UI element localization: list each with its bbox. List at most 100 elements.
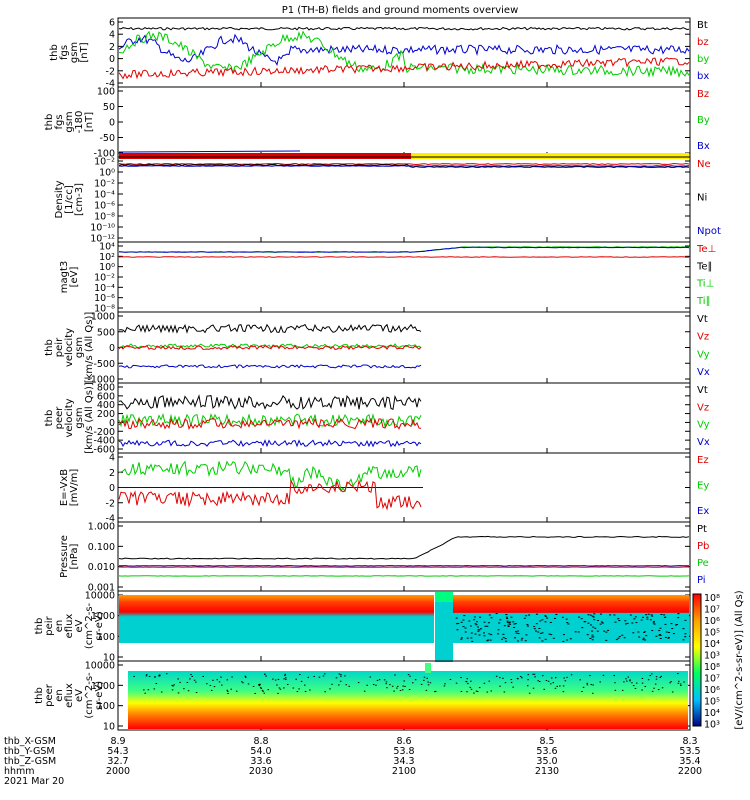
spectrogram-pixel <box>541 632 544 634</box>
legend-entry: Te⊥ <box>696 244 716 255</box>
spectrogram-pixel <box>655 635 658 637</box>
spectrogram-pixel <box>539 620 542 622</box>
legend-entry: Ti∥ <box>696 296 711 307</box>
spectrogram-pixel <box>651 615 654 617</box>
spectrogram-pixel <box>562 640 565 642</box>
colorbar-tick: 10⁵ <box>704 697 720 708</box>
spectrogram-pixel <box>638 636 641 638</box>
spectrogram-pixel <box>209 684 212 686</box>
spectrogram-pixel <box>665 631 668 633</box>
spectrogram-pixel <box>599 613 602 615</box>
spectrogram-pixel <box>490 617 493 619</box>
spectrogram-pixel <box>171 684 173 686</box>
y-axis-label: [cm-3] <box>74 183 85 216</box>
spectrogram-pixel <box>524 640 527 642</box>
y-tick-label: 10000 <box>85 661 115 672</box>
y-axis-label: sr-eV) <box>94 611 105 640</box>
y-axis-label: gsm <box>64 111 75 132</box>
spectrogram-pixel <box>682 628 685 630</box>
x-axis-value: 2030 <box>249 766 273 777</box>
spectrogram-pixel <box>651 673 653 675</box>
spectrogram-pixel <box>462 626 465 628</box>
y-axis-label: magt3 <box>59 261 70 294</box>
y-tick-label: 10⁻⁴ <box>94 190 115 201</box>
spectrogram-pixel <box>651 690 654 692</box>
spectrogram-pixel <box>267 689 270 691</box>
legend-entry: Vx <box>697 437 710 448</box>
legend-entry: Vx <box>697 367 710 378</box>
legend-entry: Vz <box>697 332 709 343</box>
region-bar-red-2 <box>294 153 411 159</box>
spectrogram-pixel <box>506 620 509 622</box>
y-axis-label: Pressure <box>59 535 70 578</box>
spectrogram-pixel <box>512 621 515 623</box>
spectrogram-pixel <box>677 682 680 684</box>
spectrogram-pixel <box>553 617 556 619</box>
spectrogram-pixel <box>369 676 372 678</box>
spectrogram-pixel <box>651 630 654 632</box>
spectrogram-pixel <box>193 679 196 681</box>
spectrogram-pixel <box>399 689 402 691</box>
spectrogram-pixel <box>218 681 221 683</box>
spectrogram-pixel <box>542 675 544 677</box>
spectrogram-pixel <box>158 675 161 677</box>
spectrogram-pixel <box>645 614 648 616</box>
spectrogram-pixel <box>670 623 673 625</box>
spectrogram-pixel <box>474 623 477 625</box>
spectrogram-pixel <box>375 684 377 686</box>
series-Vz <box>118 344 422 351</box>
spectrogram-pixel <box>517 633 520 635</box>
spectrogram-pixel <box>581 627 584 629</box>
spectrogram-pixel <box>594 627 597 629</box>
spectrogram-pixel <box>525 634 528 636</box>
spectrogram-pixel <box>631 622 634 624</box>
x-axis-value: 53.6 <box>536 746 557 757</box>
spectrogram-region <box>128 671 688 729</box>
series-by <box>118 30 690 79</box>
y-tick-label: -1000 <box>87 375 115 386</box>
spectrogram-pixel <box>626 622 629 624</box>
y-tick-label: 0 <box>109 343 115 354</box>
series-Ez <box>118 479 422 511</box>
spectrogram-pixel <box>544 621 547 623</box>
spectrogram-pixel <box>677 673 679 675</box>
y-tick-label: 10⁰ <box>99 168 115 179</box>
x-axis-value: 54.3 <box>107 746 128 757</box>
colorbar-tick: 10⁸ <box>704 662 720 673</box>
spectrogram-pixel <box>649 619 652 621</box>
spectrogram-pixel <box>659 638 662 640</box>
spectrogram-pixel <box>487 639 490 641</box>
spectrogram-pixel <box>285 677 287 679</box>
spectrogram-pixel <box>591 634 594 636</box>
spectrogram-pixel <box>642 637 645 639</box>
legend-entry: Ex <box>697 506 709 517</box>
spectrogram-pixel <box>420 683 423 685</box>
spectrogram-pixel <box>145 675 148 677</box>
y-axis-label: [km/s (All Qs)] <box>84 312 95 384</box>
y-tick-label: 10⁻¹² <box>90 234 115 245</box>
y-tick-label: -500 <box>93 359 115 370</box>
spectrogram-pixel <box>634 616 637 618</box>
spectrogram-pixel <box>497 633 500 635</box>
spectrogram-pixel <box>544 615 547 617</box>
spectrogram-pixel <box>279 688 282 690</box>
spectrogram-pixel <box>471 640 474 642</box>
series-bz <box>118 57 690 80</box>
spectrogram-pixel <box>658 634 661 636</box>
spectrogram-pixel <box>675 624 678 626</box>
spectrogram-pixel <box>254 692 256 694</box>
spectrogram-pixel <box>659 676 662 678</box>
spectrogram-pixel <box>144 692 146 694</box>
spectrogram-pixel <box>476 691 479 693</box>
spectrogram-pixel <box>148 675 151 677</box>
legend-entry: Pi <box>697 575 706 586</box>
spectrogram-pixel <box>171 689 174 691</box>
spectrogram-pixel <box>366 684 368 686</box>
spectrogram-pixel <box>483 682 486 684</box>
spectrogram-pixel <box>206 683 208 685</box>
spectrogram-pixel <box>277 678 280 680</box>
spectrogram-pixel <box>195 692 198 694</box>
spectrogram-pixel <box>507 625 510 627</box>
series-Vt <box>118 323 422 334</box>
legend-entry: Bt <box>697 20 708 31</box>
